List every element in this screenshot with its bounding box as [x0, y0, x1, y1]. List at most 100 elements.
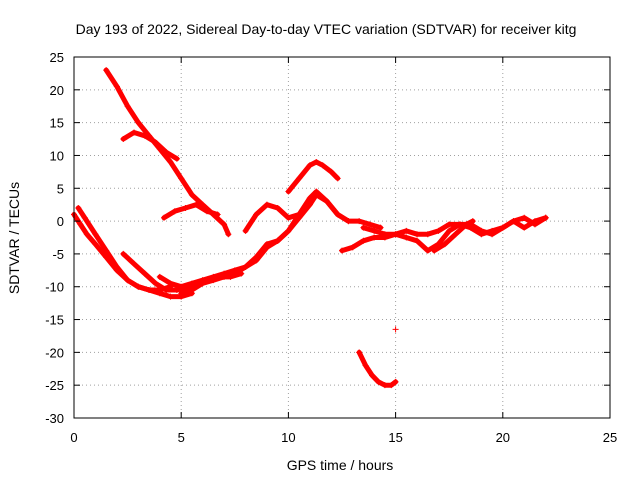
data-point — [152, 280, 159, 287]
data-series-arc-5 — [178, 189, 384, 296]
data-point — [161, 214, 168, 221]
data-point — [113, 264, 120, 271]
data-point — [231, 270, 238, 277]
data-point — [120, 250, 127, 257]
data-point — [163, 149, 170, 156]
data-series-arc-14 — [356, 349, 399, 388]
data-point — [328, 168, 335, 175]
data-point — [152, 139, 159, 146]
data-series-arc-7 — [120, 130, 180, 162]
data-point — [369, 372, 376, 379]
data-point — [375, 378, 382, 385]
data-point — [377, 224, 384, 231]
x-tick-label: 25 — [603, 430, 617, 445]
x-tick-label: 20 — [496, 430, 510, 445]
data-point — [141, 132, 148, 139]
data-point — [77, 221, 84, 228]
data-point — [199, 280, 206, 287]
data-point — [499, 224, 506, 231]
data-point — [334, 211, 341, 218]
x-tick-label: 5 — [178, 430, 185, 445]
data-point — [225, 231, 232, 238]
data-point — [345, 218, 352, 225]
data-point — [124, 103, 131, 110]
data-point — [319, 162, 326, 169]
data-point — [146, 287, 153, 294]
data-point — [188, 280, 195, 287]
series-group — [71, 67, 549, 389]
data-point — [478, 231, 485, 238]
data-point — [371, 234, 378, 241]
data-point — [156, 273, 163, 280]
data-point — [92, 241, 99, 248]
y-tick-label: -25 — [45, 378, 64, 393]
data-point — [163, 287, 170, 294]
data-point — [463, 221, 470, 228]
data-point — [103, 67, 110, 74]
data-point — [521, 214, 528, 221]
data-point — [135, 283, 142, 290]
y-tick-label: -15 — [45, 313, 64, 328]
data-point — [381, 382, 388, 389]
y-tick-label: 0 — [57, 214, 64, 229]
data-point — [221, 273, 228, 280]
data-point — [131, 260, 138, 267]
data-point — [131, 129, 138, 136]
data-point — [296, 175, 303, 182]
data-point — [173, 287, 180, 294]
data-point — [253, 211, 260, 218]
data-point — [306, 162, 313, 169]
data-point — [171, 208, 178, 215]
data-point — [188, 287, 195, 294]
data-point — [452, 231, 459, 238]
data-point — [285, 188, 292, 195]
data-point — [263, 201, 270, 208]
data-point — [83, 231, 90, 238]
data-point — [242, 227, 249, 234]
data-point — [113, 83, 120, 90]
data-point — [313, 188, 320, 195]
data-series-arc-9 — [243, 202, 302, 234]
data-point — [178, 175, 185, 182]
data-point — [323, 198, 330, 205]
data-point — [414, 231, 421, 238]
data-point — [178, 290, 185, 297]
y-tick-label: -20 — [45, 345, 64, 360]
data-point — [296, 211, 303, 218]
axes: 0 5 10 15 20 25 25 20 15 10 5 0 -5 -10 -15 -20 -25 -30 — [45, 50, 617, 445]
data-point — [356, 218, 363, 225]
data-point — [75, 204, 82, 211]
data-point — [403, 227, 410, 234]
data-point — [446, 227, 453, 234]
data-point — [253, 254, 260, 261]
y-tick-label: 15 — [50, 116, 64, 131]
plot-frame — [73, 56, 611, 419]
data-point — [135, 119, 142, 126]
data-point — [188, 191, 195, 198]
data-series-arc-2 — [75, 205, 173, 293]
data-point — [542, 214, 549, 221]
data-point — [441, 241, 448, 248]
data-point — [263, 241, 270, 248]
data-point — [167, 159, 174, 166]
x-axis-title: GPS time / hours — [287, 457, 394, 473]
data-point — [469, 218, 476, 225]
data-point — [392, 231, 399, 238]
data-point — [381, 231, 388, 238]
data-point — [178, 283, 185, 290]
x-tick-label: 10 — [281, 430, 295, 445]
data-point — [313, 159, 320, 166]
data-point — [242, 264, 249, 271]
data-series-arc-10 — [285, 159, 341, 195]
data-point — [167, 293, 174, 300]
data-point — [173, 155, 180, 162]
data-series-arc-8 — [161, 202, 221, 221]
data-point — [392, 326, 399, 333]
data-point — [446, 221, 453, 228]
y-tick-label: 5 — [57, 181, 64, 196]
data-point — [221, 221, 228, 228]
data-point — [285, 214, 292, 221]
data-point — [182, 204, 189, 211]
data-point — [124, 277, 131, 284]
